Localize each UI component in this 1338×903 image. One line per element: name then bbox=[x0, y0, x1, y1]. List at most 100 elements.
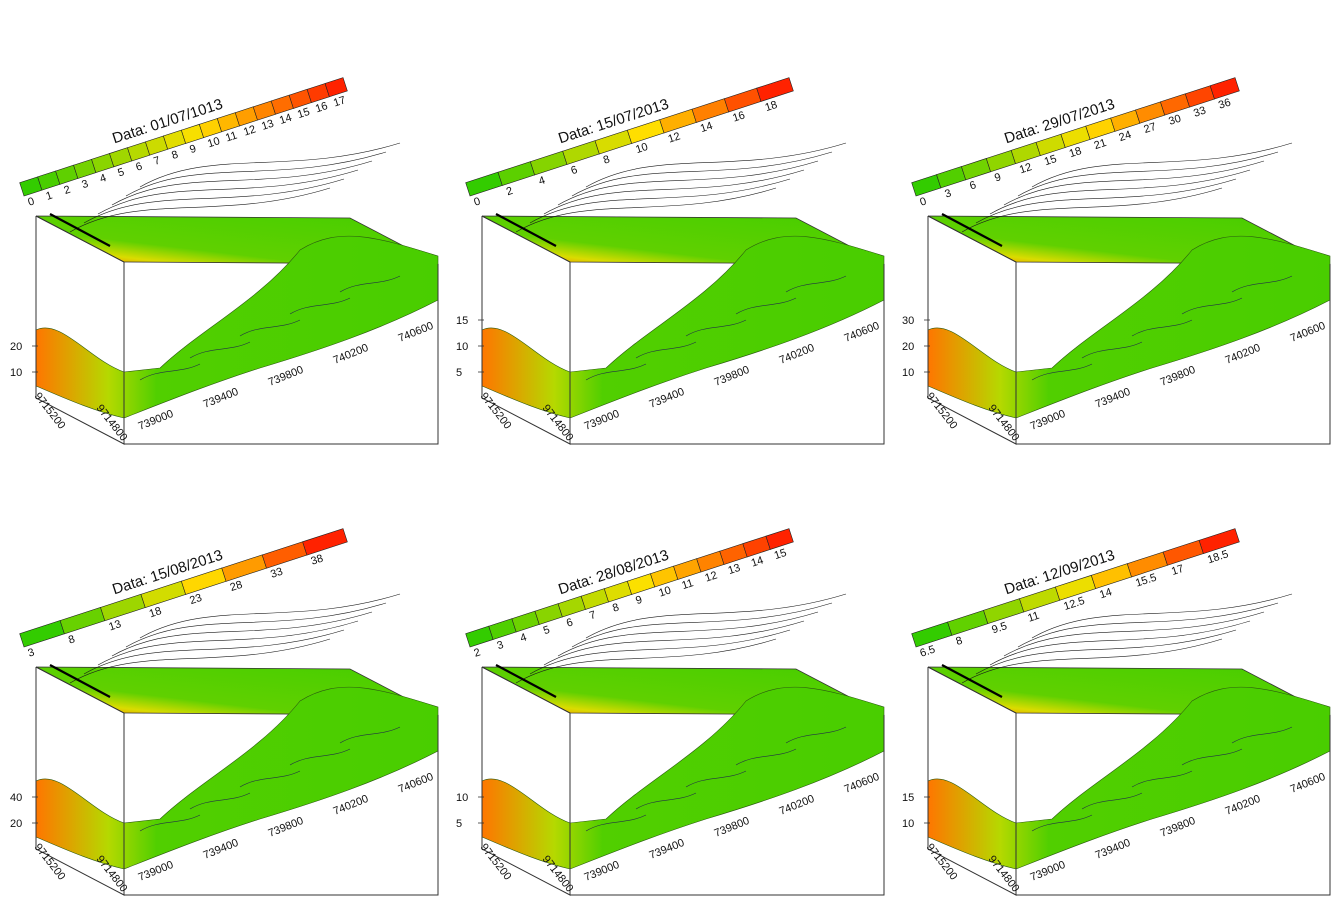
legend-tick-label: 8 bbox=[602, 153, 612, 166]
surface-contour bbox=[635, 341, 697, 359]
surface-contour bbox=[1181, 748, 1243, 766]
legend-tick-label: 0 bbox=[473, 195, 483, 208]
contour-line bbox=[83, 178, 345, 224]
legend-swatch bbox=[1184, 85, 1215, 108]
legend-swatch bbox=[1209, 77, 1240, 100]
legend-tick-label: 6.5 bbox=[919, 644, 937, 660]
legend-tick-label: 9 bbox=[188, 143, 198, 156]
panel-1: 0 1 2 3 4 5 6 7 8 9 10 11 12 13 14 15 16 17 Data: 01/07/10… bbox=[0, 0, 446, 451]
surface-contour bbox=[585, 814, 647, 832]
easting-tick-label: 739800 bbox=[713, 364, 752, 389]
legend-tick-label: 12 bbox=[1018, 161, 1033, 176]
legend-tick-label: 3 bbox=[496, 639, 506, 652]
surface-contour bbox=[1131, 319, 1193, 337]
easting-tick-label: 740200 bbox=[332, 793, 371, 818]
legend-tick-label: 28 bbox=[229, 579, 244, 594]
contour-line bbox=[571, 151, 833, 197]
legend-tick-label: 7 bbox=[588, 609, 598, 622]
z-tick-label: 10 bbox=[902, 818, 914, 830]
legend-swatch bbox=[696, 550, 725, 573]
box-edge-right bbox=[1015, 713, 1331, 896]
easting-tick-label: 739800 bbox=[1159, 364, 1198, 389]
surface-contour bbox=[1081, 341, 1143, 359]
easting-tick-label: 740600 bbox=[1289, 771, 1328, 796]
contour-line bbox=[975, 178, 1237, 224]
surface-contour bbox=[1231, 726, 1293, 744]
surface-contour bbox=[239, 319, 301, 337]
legend-swatch bbox=[261, 541, 308, 569]
legend-tick-label: 36 bbox=[1217, 97, 1232, 112]
contour-line bbox=[585, 142, 847, 188]
legend-tick-label: 33 bbox=[269, 566, 284, 581]
easting-tick-label: 739800 bbox=[713, 815, 752, 840]
surface-contour bbox=[685, 770, 747, 788]
box-edge-right bbox=[1015, 262, 1331, 445]
legend-tick-label: 13 bbox=[260, 118, 275, 133]
contour-line bbox=[529, 178, 791, 224]
legend-tick-label: 14 bbox=[699, 120, 714, 135]
contour-line bbox=[69, 638, 331, 684]
easting-tick-label: 740600 bbox=[1289, 320, 1328, 345]
legend-tick-label: 5 bbox=[116, 166, 126, 179]
surface-contour bbox=[139, 363, 201, 381]
contour-line bbox=[125, 602, 387, 648]
legend-swatch bbox=[324, 77, 348, 98]
easting-tick-label: 739000 bbox=[137, 859, 176, 884]
legend-swatch bbox=[511, 610, 540, 633]
profile-line bbox=[49, 213, 111, 247]
easting-tick-label: 740600 bbox=[397, 320, 436, 345]
legend-tick-label: 10 bbox=[634, 141, 649, 156]
z-tick-label: 10 bbox=[10, 367, 22, 379]
panel-6: 6.5 8 9.5 11 12.5 14 15.5 17 18.5 Data: 12/09/201… bbox=[892, 451, 1338, 902]
easting-tick-label: 739800 bbox=[1159, 815, 1198, 840]
easting-tick-label: 739000 bbox=[137, 408, 176, 433]
easting-tick-label: 739400 bbox=[202, 386, 241, 411]
surface-contour bbox=[635, 792, 697, 810]
contour-line bbox=[557, 611, 819, 657]
surface-contour bbox=[239, 770, 301, 788]
legend-tick-label: 6 bbox=[570, 164, 580, 177]
legend-tick-label: 16 bbox=[731, 109, 746, 124]
contour-line bbox=[961, 638, 1223, 684]
surface-contour bbox=[189, 792, 251, 810]
legend-swatch bbox=[1160, 93, 1190, 116]
surface-3d bbox=[35, 686, 439, 870]
legend-swatch bbox=[691, 98, 730, 123]
legend-swatch bbox=[1110, 109, 1141, 132]
easting-tick-label: 739000 bbox=[1029, 408, 1068, 433]
legend-tick-label: 17 bbox=[1170, 563, 1185, 578]
surface-3d bbox=[481, 686, 885, 870]
legend-tick-label: 0 bbox=[919, 195, 929, 208]
legend-tick-label: 12 bbox=[667, 130, 682, 145]
legend-swatch bbox=[673, 558, 702, 580]
legend-swatch bbox=[488, 618, 517, 640]
legend-swatch bbox=[985, 149, 1016, 173]
easting-tick-label: 739400 bbox=[202, 837, 241, 862]
z-tick-label: 30 bbox=[902, 315, 914, 327]
z-tick-label: 10 bbox=[902, 367, 914, 379]
legend-swatch bbox=[650, 565, 679, 588]
surface-contour bbox=[685, 319, 747, 337]
surface-contour bbox=[1231, 275, 1293, 293]
contour-line bbox=[139, 593, 401, 639]
contour-line bbox=[989, 169, 1251, 215]
legend-tick-label: 2 bbox=[505, 185, 515, 198]
contour-line bbox=[989, 620, 1251, 666]
legend-tick-label: 23 bbox=[188, 592, 203, 607]
contour-line bbox=[97, 620, 359, 666]
legend-swatch bbox=[911, 174, 942, 197]
legend-tick-label: 3 bbox=[943, 187, 953, 200]
z-tick-label: 40 bbox=[10, 792, 22, 804]
easting-tick-label: 739800 bbox=[267, 364, 306, 389]
legend-tick-label: 17 bbox=[332, 94, 347, 109]
surface-contour bbox=[339, 726, 401, 744]
surface-contour bbox=[1031, 814, 1093, 832]
legend-tick-label: 2 bbox=[473, 646, 483, 659]
contour-line bbox=[543, 169, 805, 215]
contour-line bbox=[1031, 142, 1293, 188]
